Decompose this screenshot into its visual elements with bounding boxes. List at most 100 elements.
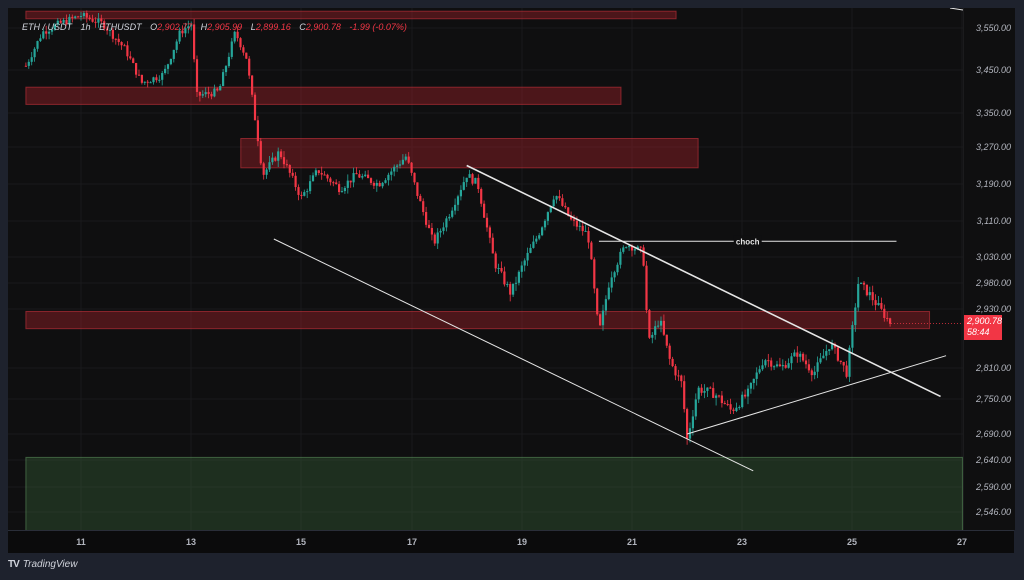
time-tick-label: 27 (956, 537, 968, 547)
interval[interactable]: 1h (80, 22, 91, 32)
bull-candle (787, 363, 790, 368)
time-axis[interactable]: 11 13 15 17 19 21 23 25 27 (8, 530, 1014, 553)
bull-candle (277, 151, 280, 161)
bear-candle (889, 318, 892, 324)
bear-candle (433, 234, 436, 244)
bull-candle (543, 220, 547, 228)
bull-candle (584, 230, 587, 232)
bull-candle (79, 16, 83, 18)
bear-candle (236, 31, 239, 39)
bear-candle (297, 187, 300, 195)
bear-candle (671, 358, 674, 367)
bear-candle (140, 74, 143, 83)
bear-candle (422, 201, 425, 213)
bear-candle (207, 92, 210, 94)
bull-candle (265, 169, 268, 175)
bull-candle (439, 230, 442, 233)
bear-candle (883, 308, 886, 318)
bull-candle (616, 264, 619, 273)
bull-candle (819, 358, 822, 363)
bear-candle (720, 395, 723, 404)
bear-candle (500, 267, 503, 272)
price-tick-label: 3,450.00 (975, 65, 1011, 75)
bull-candle (454, 204, 457, 211)
bear-candle (723, 403, 726, 405)
bull-candle (306, 191, 309, 193)
ascending-support-trendline (686, 355, 947, 435)
bear-candle (570, 215, 573, 220)
price-tick-label: 2,640.00 (975, 455, 1011, 465)
chart-pane[interactable]: choch ETH / USDT 1h ETHUSDT O2,902.77 H2… (8, 8, 963, 530)
bear-candle (770, 360, 773, 367)
bull-candle (633, 249, 636, 251)
bull-candle (868, 292, 871, 296)
bear-candle (198, 91, 201, 96)
bull-candle (398, 164, 402, 166)
candlestick-chart[interactable]: choch (8, 8, 963, 530)
bear-candle (129, 56, 132, 59)
bear-candle (564, 205, 567, 208)
bull-candle (340, 191, 344, 193)
bull-candle (53, 24, 56, 30)
bull-candle (857, 283, 860, 308)
time-tick-label: 25 (846, 537, 858, 547)
bear-candle (71, 16, 74, 18)
bull-candle (442, 227, 445, 231)
bear-candle (874, 300, 877, 306)
bear-candle (842, 361, 845, 366)
current-price-badge: 2,900.78 58:44 (964, 315, 1002, 340)
bull-candle (749, 382, 752, 389)
bull-candle (549, 206, 552, 213)
bear-candle (24, 65, 27, 67)
bull-candle (532, 241, 535, 248)
bear-candle (572, 219, 576, 221)
bull-candle (352, 173, 355, 183)
bear-candle (503, 271, 506, 285)
bull-candle (42, 31, 45, 39)
bear-candle (216, 88, 219, 91)
change-value: -1.99 (-0.07%) (349, 22, 407, 32)
bull-candle (610, 277, 613, 288)
close-label: C (299, 22, 306, 32)
symbol-legend[interactable]: ETH / USDT 1h ETHUSDT O2,902.77 H2,905.9… (22, 22, 407, 32)
supply-zone (240, 138, 699, 169)
bull-candle (741, 394, 744, 408)
bear-candle (778, 364, 781, 367)
bear-candle (509, 284, 512, 295)
bull-candle (108, 29, 112, 31)
choch-label-bg (733, 235, 762, 248)
bear-candle (413, 172, 416, 183)
bull-candle (175, 41, 178, 50)
bull-candle (164, 68, 167, 74)
bear-candle (599, 314, 602, 326)
bull-candle (82, 13, 85, 17)
symbol-name[interactable]: ETH / USDT (22, 22, 73, 32)
bear-candle (358, 174, 361, 178)
bull-candle (149, 82, 152, 84)
bear-candle (494, 253, 497, 269)
bear-candle (251, 75, 254, 95)
bull-candle (311, 175, 315, 182)
bull-candle (201, 94, 204, 96)
tradingview-logo[interactable]: TV TradingView (8, 559, 77, 570)
channel-upper-trendline (466, 164, 941, 398)
bull-candle (233, 31, 236, 42)
exchange-ticker: ETHUSDT (99, 22, 142, 32)
bull-candle (401, 159, 404, 165)
bear-candle (700, 387, 703, 393)
bear-candle (59, 20, 62, 23)
bull-candle (166, 64, 170, 69)
bear-candle (717, 395, 721, 397)
bull-candle (393, 166, 396, 172)
price-axis[interactable]: 3,550.00 3,450.00 3,350.00 3,270.00 3,190.00… (963, 8, 1015, 530)
bull-candle (552, 199, 555, 207)
bull-candle (758, 369, 761, 373)
bull-candle (97, 18, 100, 23)
high-label: H (200, 22, 208, 32)
bear-candle (726, 404, 729, 406)
bear-candle (242, 47, 245, 53)
bear-candle (349, 180, 352, 183)
bear-candle (477, 177, 480, 190)
bull-candle (697, 387, 700, 400)
bull-candle (790, 356, 793, 364)
